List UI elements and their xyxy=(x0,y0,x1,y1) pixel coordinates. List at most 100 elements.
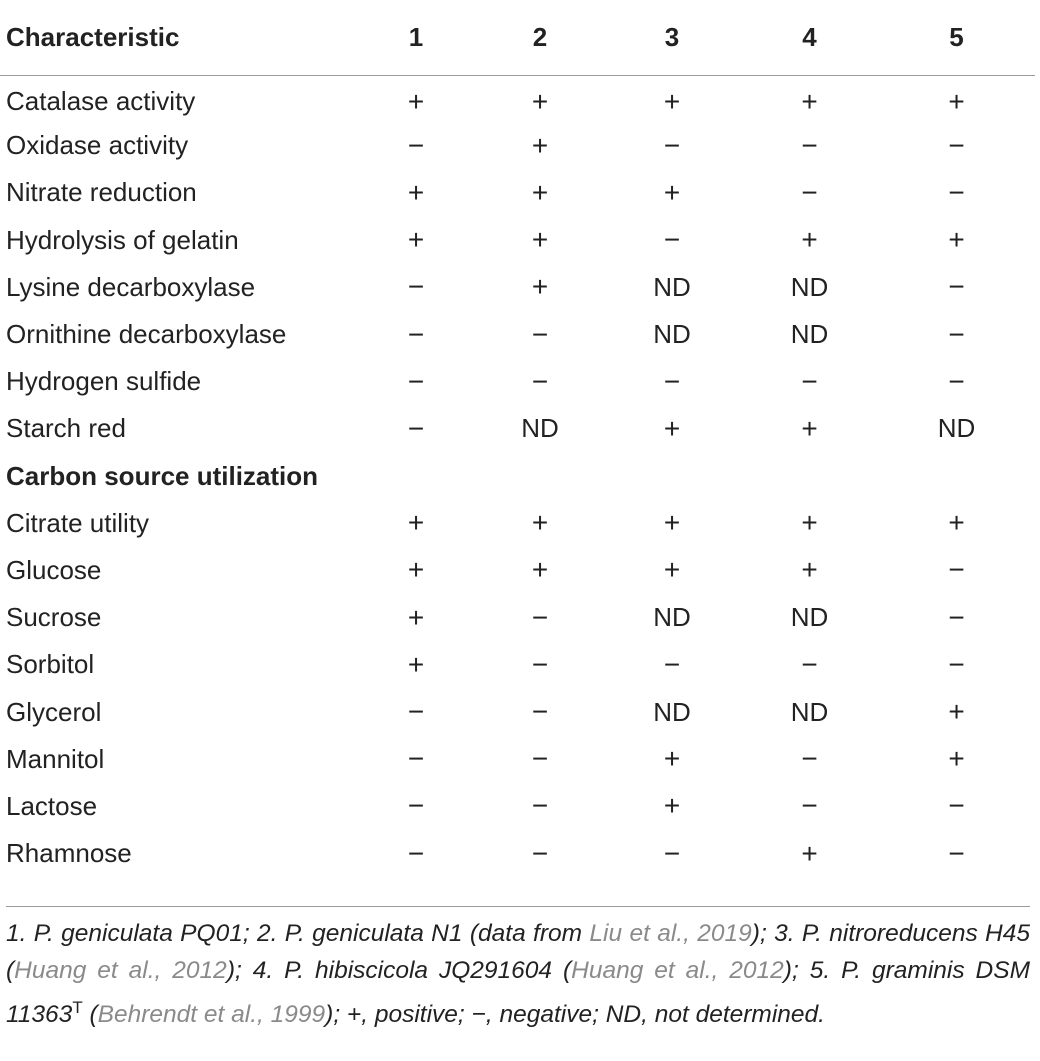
result-cell: − xyxy=(407,743,425,775)
header-row: Characteristic 1 2 3 4 5 xyxy=(0,0,1035,75)
result-cell: ND xyxy=(790,602,829,633)
row-label: Sucrose xyxy=(6,602,102,633)
type-strain-superscript: T xyxy=(72,998,83,1017)
result-cell: − xyxy=(948,271,965,303)
result-cell: − xyxy=(531,743,549,775)
section-heading: Carbon source utilization xyxy=(6,460,319,491)
result-cell: − xyxy=(948,129,965,161)
result-cell: − xyxy=(801,743,818,775)
result-cell: − xyxy=(407,271,425,303)
result-cell: − xyxy=(407,412,425,444)
row-label: Glucose xyxy=(6,554,102,585)
row-label: Oxidase activity xyxy=(6,130,189,161)
table-row: Lactose − − + − − xyxy=(0,783,1035,830)
result-cell: − xyxy=(801,365,818,397)
row-label: Lactose xyxy=(6,790,98,821)
table-row: Ornithine decarboxylase − − ND ND − xyxy=(0,311,1035,358)
result-cell: − xyxy=(948,837,965,869)
result-cell: − xyxy=(531,837,549,869)
column-header-4: 4 xyxy=(802,21,817,52)
footnote-text: ); 3. P. nitroreducens H45 ( xyxy=(6,920,1030,984)
result-cell: − xyxy=(948,365,965,397)
result-cell: − xyxy=(948,790,965,822)
table-row: Sucrose + − ND ND − xyxy=(0,594,1035,641)
reference-link[interactable]: Huang et al., 2012 xyxy=(14,957,227,984)
row-label: Nitrate reduction xyxy=(6,177,197,208)
reference-link[interactable]: Huang et al., 2012 xyxy=(571,957,784,984)
result-cell: − xyxy=(407,129,425,161)
row-label: Rhamnose xyxy=(6,838,132,869)
result-cell: − xyxy=(407,365,425,397)
result-cell: + xyxy=(407,554,425,586)
result-cell: − xyxy=(407,790,425,822)
table-row: Hydrolysis of gelatin + + − + + xyxy=(0,217,1035,264)
footnote-text: ); 4. P. hibiscicola JQ291604 ( xyxy=(226,957,572,984)
result-cell: + xyxy=(407,648,425,680)
result-cell: − xyxy=(663,224,681,256)
result-cell: + xyxy=(407,85,425,117)
result-cell: − xyxy=(663,648,681,680)
result-cell: − xyxy=(948,176,965,208)
result-cell: ND xyxy=(790,271,829,302)
result-cell: ND xyxy=(653,271,691,302)
result-cell: + xyxy=(801,85,818,117)
result-cell: + xyxy=(663,176,681,208)
result-cell: − xyxy=(407,696,425,728)
reference-link[interactable]: Behrendt et al., 1999 xyxy=(97,1001,326,1029)
row-label: Catalase activity xyxy=(6,86,196,117)
table-row: Catalase activity + + + + + xyxy=(0,75,1035,122)
table-footnote: 1. P. geniculata PQ01; 2. P. geniculata … xyxy=(6,906,1030,1033)
result-cell: + xyxy=(801,224,818,256)
row-label: Ornithine decarboxylase xyxy=(6,319,287,350)
column-header-3: 3 xyxy=(664,21,680,52)
table-row: Starch red − ND + + ND xyxy=(0,405,1035,452)
result-cell: ND xyxy=(937,413,976,444)
column-header-1: 1 xyxy=(408,21,424,52)
table-row: Glycerol − − ND ND + xyxy=(0,688,1035,735)
table-row: Lysine decarboxylase − + ND ND − xyxy=(0,264,1035,311)
result-cell: + xyxy=(663,743,681,775)
result-cell: + xyxy=(663,554,681,586)
table-row: Hydrogen sulfide − − − − − xyxy=(0,358,1035,405)
result-cell: ND xyxy=(521,413,559,444)
result-cell: + xyxy=(407,601,425,633)
row-label: Citrate utility xyxy=(6,507,150,538)
result-cell: − xyxy=(531,696,549,728)
column-header-5: 5 xyxy=(949,21,964,52)
result-cell: + xyxy=(801,837,818,869)
result-cell: ND xyxy=(790,319,829,350)
column-header-characteristic: Characteristic xyxy=(6,21,180,52)
result-cell: − xyxy=(663,129,681,161)
result-cell: + xyxy=(663,85,681,117)
footnote-text: ); 5. P. graminis DSM 11363 xyxy=(6,957,1030,1029)
result-cell: − xyxy=(531,790,549,822)
result-cell: − xyxy=(801,129,818,161)
result-cell: − xyxy=(948,601,965,633)
result-cell: + xyxy=(531,554,549,586)
table-body: Catalase activity + + + + + Oxidase activity − +… xyxy=(0,75,1035,877)
reference-link[interactable]: Liu et al., 2019 xyxy=(589,920,752,947)
table-row: Mannitol − − + − + xyxy=(0,736,1035,783)
result-cell: + xyxy=(531,224,549,256)
result-cell: ND xyxy=(653,602,691,633)
result-cell: + xyxy=(407,176,425,208)
result-cell: + xyxy=(948,507,965,539)
result-cell: + xyxy=(663,507,681,539)
result-cell: + xyxy=(531,129,549,161)
row-label: Mannitol xyxy=(6,743,105,774)
result-cell: + xyxy=(663,412,681,444)
result-cell: + xyxy=(948,696,965,728)
table-row: Citrate utility + + + + + xyxy=(0,500,1035,547)
result-cell: ND xyxy=(653,319,691,350)
result-cell: − xyxy=(531,648,549,680)
result-cell: − xyxy=(948,554,965,586)
footnote-text: 1. P. geniculata PQ01; 2. P. geniculata … xyxy=(6,920,590,947)
result-cell: − xyxy=(663,365,681,397)
result-cell: ND xyxy=(653,696,691,727)
table-row: Glucose + + + + − xyxy=(0,547,1035,594)
result-cell: + xyxy=(531,85,549,117)
result-cell: + xyxy=(948,85,965,117)
result-cell: − xyxy=(801,790,818,822)
result-cell: − xyxy=(531,365,549,397)
